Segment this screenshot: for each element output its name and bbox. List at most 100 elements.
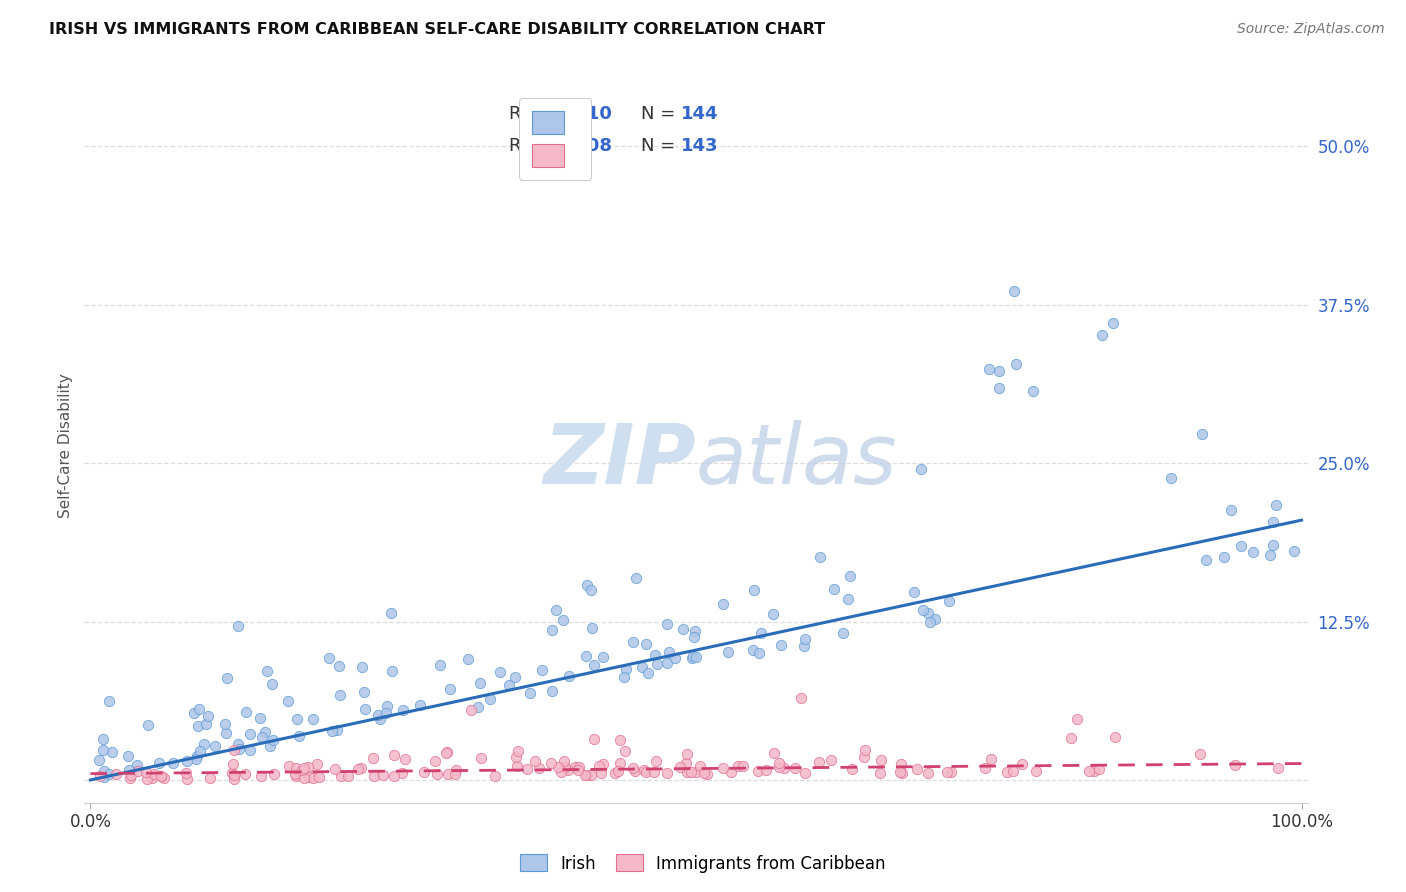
Point [1267,761,1289,775]
Point [301,771,323,785]
Point [592,757,614,772]
Point [382,747,405,762]
Text: R =: R = [509,137,548,155]
Point [645,657,668,671]
Point [669,760,692,774]
Point [773,761,796,775]
Point [392,703,415,717]
Point [1102,316,1125,330]
Point [263,767,285,781]
Text: 0.510: 0.510 [555,105,612,123]
Point [505,750,527,764]
Point [224,768,246,782]
Point [681,764,703,779]
Point [621,634,644,648]
Point [808,550,831,565]
Point [184,752,207,766]
Point [553,754,575,768]
Point [733,759,755,773]
Point [204,739,226,753]
Point [249,711,271,725]
Point [621,761,644,775]
Point [574,767,596,781]
Point [260,677,283,691]
Point [575,648,598,663]
Point [889,765,911,780]
Point [631,660,654,674]
Point [291,764,314,778]
Point [301,712,323,726]
Point [249,769,271,783]
Point [328,658,350,673]
Point [676,747,699,761]
Point [97,694,120,708]
Point [285,761,308,775]
Point [506,744,529,758]
Point [841,762,863,776]
Point [224,772,246,786]
Point [516,762,538,776]
Point [150,769,173,783]
Point [891,766,914,780]
Point [250,730,273,744]
Point [616,662,638,676]
Point [394,752,416,766]
Point [1213,549,1236,564]
Point [583,658,606,673]
Point [980,752,1002,766]
Point [444,767,467,781]
Point [380,606,402,620]
Point [325,762,347,776]
Point [626,571,648,585]
Point [924,612,946,626]
Point [367,708,389,723]
Point [136,718,159,732]
Point [633,763,655,777]
Point [215,671,238,685]
Point [917,765,939,780]
Point [557,764,579,778]
Point [1258,549,1281,563]
Point [329,769,352,783]
Point [1060,731,1083,746]
Point [592,649,614,664]
Point [1091,328,1114,343]
Point [375,706,398,720]
Point [741,643,763,657]
Point [918,615,941,629]
Point [361,750,384,764]
Point [214,717,236,731]
Point [292,771,315,785]
Point [336,769,359,783]
Point [793,639,815,653]
Point [136,772,159,786]
Point [188,702,211,716]
Point [837,592,859,607]
Point [503,670,526,684]
Point [262,733,284,747]
Point [553,613,575,627]
Point [239,742,262,756]
Point [91,743,114,757]
Point [910,462,932,476]
Point [675,756,697,770]
Point [354,702,377,716]
Point [470,751,492,765]
Point [644,648,666,663]
Point [609,733,631,747]
Point [298,770,321,784]
Point [713,760,735,774]
Point [637,665,659,680]
Point [852,749,875,764]
Point [853,743,876,757]
Text: N =: N = [641,137,681,155]
Point [575,578,598,592]
Point [97,767,120,781]
Point [613,670,636,684]
Point [1219,502,1241,516]
Point [288,729,311,743]
Point [564,759,586,773]
Point [368,712,391,726]
Point [938,594,960,608]
Point [446,763,468,777]
